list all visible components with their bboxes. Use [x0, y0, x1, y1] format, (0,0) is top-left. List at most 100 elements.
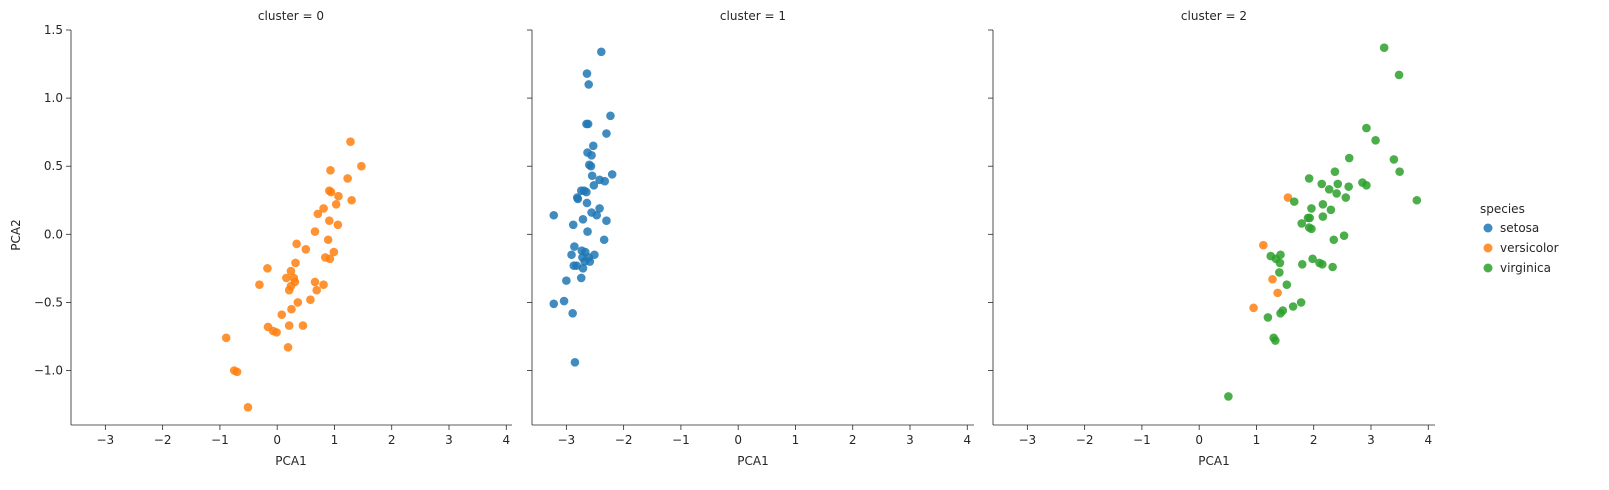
point-setosa — [606, 111, 615, 121]
point-virginica — [1318, 212, 1328, 221]
point-virginica — [1271, 336, 1280, 345]
point-setosa — [562, 276, 571, 285]
point-setosa — [599, 235, 609, 245]
point-virginica — [1362, 123, 1371, 133]
x-tick-label: 3 — [445, 433, 453, 447]
point-virginica — [1288, 302, 1298, 311]
point-setosa — [595, 204, 604, 213]
ticks-panel-1: −3 −2 −1 0 1 2 3 4 — [527, 29, 971, 447]
panel-cluster-0: cluster = 0 −3 −2 −1 0 1 2 3 4 −1.0 −0.5 0.0 0.5 1.0… — [9, 9, 512, 468]
point-versicolor — [313, 209, 323, 219]
point-virginica — [1328, 262, 1337, 272]
point-versicolor — [291, 258, 300, 268]
point-virginica — [1318, 259, 1327, 269]
panel-cluster-2: cluster = 2 −3 −2 −1 0 1 2 3 4 PCA1 — [988, 9, 1435, 468]
point-versicolor — [326, 165, 335, 175]
point-versicolor — [284, 285, 294, 295]
x-tick-label: −2 — [154, 433, 172, 447]
point-setosa — [568, 220, 578, 230]
point-virginica — [1317, 179, 1327, 189]
x-tick-label: 4 — [1424, 433, 1432, 447]
x-tick-label: 2 — [1310, 433, 1318, 447]
x-tick-label: −1 — [211, 433, 229, 447]
y-tick-label: 1.5 — [44, 23, 63, 37]
point-virginica — [1341, 193, 1351, 202]
y-tick-label: 0.5 — [44, 159, 63, 173]
point-setosa — [587, 171, 597, 181]
legend-marker-versicolor — [1483, 243, 1493, 253]
x-tick-label: 0 — [273, 433, 281, 447]
x-tick-label: −3 — [97, 433, 115, 447]
x-tick-label: −2 — [615, 433, 633, 447]
panel-title-cluster-0: cluster = 0 — [258, 9, 324, 23]
point-setosa — [592, 210, 602, 220]
point-virginica — [1395, 167, 1404, 176]
point-versicolor — [282, 273, 291, 283]
point-virginica — [1339, 231, 1349, 240]
point-versicolor — [326, 187, 336, 197]
point-setosa — [573, 194, 583, 204]
point-versicolor — [343, 174, 352, 183]
point-versicolor — [293, 298, 303, 307]
points-panel-0 — [221, 137, 366, 412]
point-versicolor — [1283, 193, 1293, 202]
point-virginica — [1307, 224, 1316, 234]
point-versicolor — [283, 343, 293, 352]
point-setosa — [549, 299, 559, 309]
point-versicolor — [263, 264, 272, 273]
x-tick-label: 2 — [388, 433, 396, 447]
legend-items: setosa versicolor virginica — [1483, 221, 1559, 275]
point-versicolor — [221, 333, 231, 343]
point-virginica — [1332, 189, 1341, 198]
point-virginica — [1318, 200, 1328, 209]
x-tick-label: 1 — [792, 433, 800, 447]
point-versicolor — [286, 266, 296, 276]
point-virginica — [1297, 219, 1306, 228]
point-versicolor — [347, 195, 356, 205]
point-setosa — [582, 69, 592, 78]
points-panel-1 — [549, 47, 617, 367]
x-axis-title-panel-1: PCA1 — [737, 454, 768, 468]
point-versicolor — [310, 227, 320, 236]
y-axis-title: PCA2 — [9, 219, 23, 250]
ticks-panel-0: −3 −2 −1 0 1 2 3 4 −1.0 −0.5 0.0 0.5 1.0 1.5 — [34, 23, 510, 447]
point-versicolor — [319, 204, 328, 213]
x-axis-title-panel-0: PCA1 — [275, 454, 306, 468]
x-axis-title-panel-2: PCA1 — [1198, 454, 1229, 468]
point-setosa — [602, 129, 611, 138]
point-setosa — [584, 80, 593, 89]
point-virginica — [1304, 174, 1314, 183]
x-tick-label: −1 — [672, 433, 690, 447]
point-virginica — [1289, 197, 1299, 206]
point-versicolor — [325, 254, 335, 264]
legend-marker-setosa — [1483, 223, 1493, 233]
point-setosa — [576, 273, 586, 283]
point-setosa — [586, 161, 596, 171]
point-virginica — [1329, 235, 1339, 245]
point-versicolor — [1249, 303, 1258, 313]
point-virginica — [1379, 43, 1389, 53]
point-versicolor — [331, 200, 341, 209]
panel-title-cluster-2: cluster = 2 — [1181, 9, 1247, 23]
legend-label-versicolor: versicolor — [1500, 241, 1559, 255]
point-virginica — [1282, 280, 1292, 290]
point-versicolor — [255, 280, 264, 290]
point-virginica — [1371, 136, 1380, 145]
point-setosa — [549, 210, 559, 220]
point-setosa — [602, 216, 611, 225]
legend-title: species — [1480, 202, 1525, 216]
x-tick-label: 3 — [1367, 433, 1375, 447]
point-setosa — [578, 215, 588, 224]
x-tick-label: −3 — [1019, 433, 1037, 447]
point-setosa — [582, 198, 592, 208]
point-versicolor — [319, 280, 328, 290]
point-versicolor — [287, 304, 296, 314]
point-versicolor — [329, 247, 339, 257]
point-versicolor — [243, 402, 253, 412]
point-virginica — [1344, 182, 1353, 191]
point-versicolor — [292, 239, 301, 249]
point-setosa — [559, 296, 569, 306]
legend-marker-virginica — [1483, 263, 1493, 273]
point-virginica — [1297, 259, 1307, 269]
points-panel-2 — [1224, 43, 1422, 401]
